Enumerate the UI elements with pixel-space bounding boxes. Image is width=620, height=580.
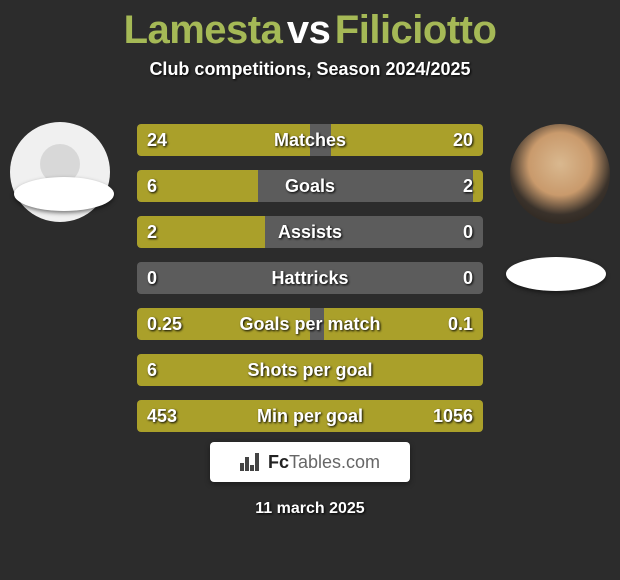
stat-row: 453Min per goal1056 [137,400,483,432]
bar-left [137,170,258,202]
subtitle: Club competitions, Season 2024/2025 [0,59,620,80]
avatar-photo-icon [510,124,610,224]
value-right: 2 [463,170,473,202]
snapshot-date: 11 march 2025 [0,500,620,518]
stat-label: Shots per goal [137,354,483,386]
player2-kit-icon [506,257,606,291]
stat-row: 6Goals2 [137,170,483,202]
bar-right [473,170,483,202]
branding-text: FcTables.com [268,452,380,473]
value-left: 0 [147,262,157,294]
vs-text: vs [287,8,331,52]
bar-right [324,308,483,340]
stat-row: 6Shots per goal [137,354,483,386]
stat-row: 0Hattricks0 [137,262,483,294]
branding-badge[interactable]: FcTables.com [210,442,410,482]
player2-name: Filiciotto [335,8,497,52]
bar-right [331,124,483,156]
player1-kit-icon [14,177,114,211]
comparison-title: Lamesta vs Filiciotto [0,0,620,53]
value-right: 0 [463,216,473,248]
stat-row: 24Matches20 [137,124,483,156]
value-left: 6 [147,354,157,386]
value-right: 0 [463,262,473,294]
value-left: 453 [147,400,177,432]
bar-left [137,124,310,156]
stat-rows: 24Matches206Goals22Assists00Hattricks00.… [137,124,483,446]
bar-left [137,308,310,340]
stat-label: Hattricks [137,262,483,294]
value-right: 1056 [433,400,473,432]
player2-avatar [510,124,610,224]
player1-name: Lamesta [124,8,283,52]
barchart-icon [240,453,262,471]
bar-left [137,216,265,248]
stat-row: 2Assists0 [137,216,483,248]
stat-label: Min per goal [137,400,483,432]
stat-row: 0.25Goals per match0.1 [137,308,483,340]
